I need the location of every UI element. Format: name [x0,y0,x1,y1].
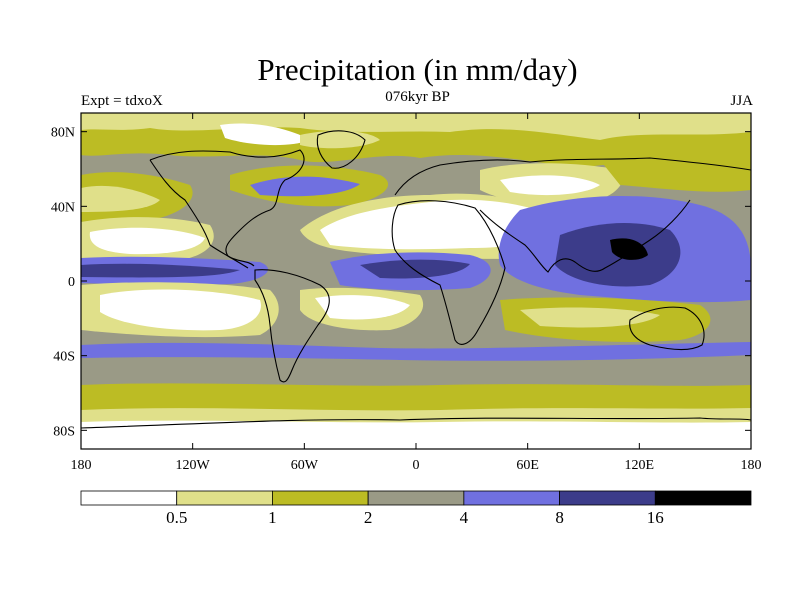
colorbar-label: 0.5 [166,508,187,527]
map-title: Precipitation (in mm/day) [257,52,578,87]
colorbar-box [559,490,656,506]
lon-tick-label: 120E [625,458,655,473]
colorbar-label: 2 [364,508,373,527]
colorbar-box [176,490,273,506]
colorbar-label: 8 [555,508,564,527]
lon-tick-label: 60W [291,458,319,473]
colorbar-box [80,490,178,506]
experiment-label: Expt = tdxoX [81,93,163,109]
lat-tick-label: 40S [53,350,75,365]
latitude-axis: 80N 40N 0 40S 80S [51,126,751,439]
colorbar-box [272,490,369,506]
colorbar-label: 4 [460,508,469,527]
lat-tick-label: 40N [51,200,75,215]
colorbar-label: 1 [268,508,277,527]
period-label: 076kyr BP [385,89,450,105]
lat-tick-label: 80S [53,424,75,439]
colorbar-box [367,490,465,506]
colorbar-label: 16 [647,508,664,527]
colorbar-box [654,490,752,506]
longitude-axis: 180 120W 60W 0 60E 120E 180 [71,113,762,473]
precip-field [81,113,751,449]
colorbar: 0.5 1 2 4 8 16 [80,490,752,527]
colorbar-box [463,490,560,506]
lon-tick-label: 180 [741,458,762,473]
lon-tick-label: 0 [413,458,420,473]
coastlines [81,130,751,429]
season-label: JJA [730,93,753,109]
lon-tick-label: 120W [176,458,211,473]
lat-tick-label: 80N [51,126,75,141]
lon-tick-label: 60E [516,458,539,473]
lat-tick-label: 0 [68,275,75,290]
lon-tick-label: 180 [71,458,92,473]
